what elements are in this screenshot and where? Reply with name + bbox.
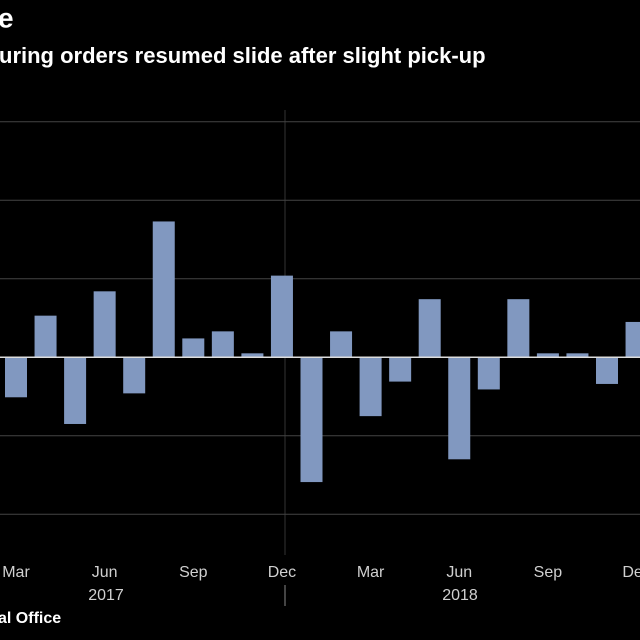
x-tick-label: Jun <box>446 564 472 581</box>
bar <box>300 357 323 483</box>
bar <box>241 353 264 358</box>
bar <box>5 357 27 398</box>
bar <box>596 357 618 384</box>
bar <box>477 357 500 390</box>
chart-title: e <box>0 2 14 33</box>
bar <box>93 291 116 358</box>
bar <box>330 331 353 358</box>
bar <box>211 331 234 358</box>
year-label: 2017 <box>88 587 124 604</box>
bar <box>182 338 205 358</box>
x-tick-label: Sep <box>179 564 208 581</box>
bar <box>566 353 589 358</box>
bar <box>625 321 640 358</box>
bar <box>418 299 441 358</box>
bar <box>64 357 87 424</box>
bar <box>270 275 293 358</box>
bar <box>536 353 559 358</box>
x-tick-label: Dec <box>268 564 296 581</box>
bar <box>359 357 382 417</box>
bar <box>123 357 146 394</box>
year-label: 2018 <box>442 587 478 604</box>
x-tick-label: Sep <box>534 564 563 581</box>
bar <box>389 357 412 382</box>
bar <box>448 357 471 460</box>
x-tick-label: Mar <box>2 564 30 581</box>
bar <box>34 315 57 358</box>
x-tick-label: Jun <box>92 564 118 581</box>
bar <box>152 221 175 358</box>
chart-subtitle: uring orders resumed slide after slight … <box>0 43 486 68</box>
x-tick-label: Dec <box>622 564 640 581</box>
x-tick-label: Mar <box>357 564 385 581</box>
source: al Office <box>0 610 61 627</box>
bar <box>507 299 530 358</box>
